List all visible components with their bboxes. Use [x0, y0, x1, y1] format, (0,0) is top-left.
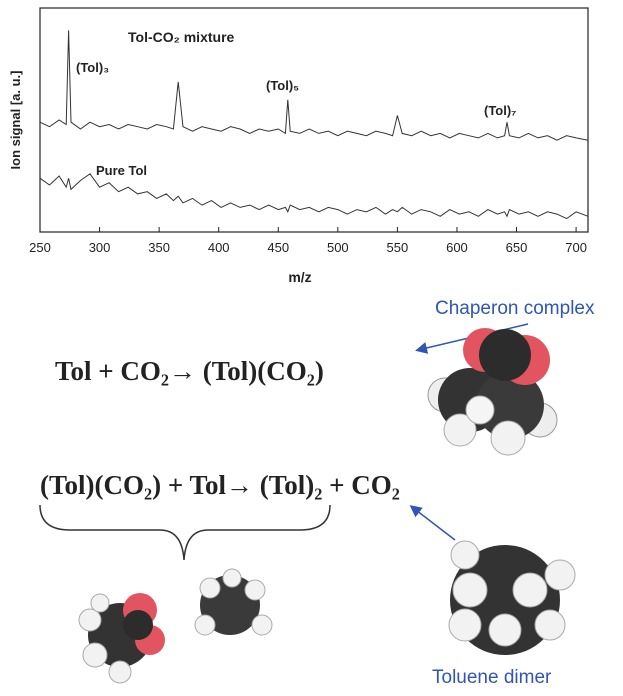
- x-tick-label: 500: [327, 240, 349, 255]
- annotation: (Tol)₅: [266, 78, 299, 93]
- series-line: [40, 174, 588, 219]
- x-tick-label: 600: [446, 240, 468, 255]
- equation: Tol + CO₂→ (Tol)(CO₂): [55, 356, 324, 386]
- x-tick-label: 450: [267, 240, 289, 255]
- x-tick-label: 400: [208, 240, 230, 255]
- label: Toluene dimer: [432, 667, 552, 688]
- brace: [40, 505, 330, 560]
- molecule-complex-small: [79, 593, 165, 683]
- annotation: (Tol)₃: [76, 60, 109, 75]
- x-tick-label: 350: [148, 240, 170, 255]
- x-axis-label: m/z: [288, 269, 311, 285]
- molecule-complex: [428, 328, 557, 455]
- x-tick-label: 700: [565, 240, 587, 255]
- molecule-dimer: [449, 541, 575, 655]
- annotation: (Tol)₇: [484, 103, 516, 118]
- x-tick-label: 650: [506, 240, 528, 255]
- annotation: Pure Tol: [96, 163, 147, 178]
- x-tick-label: 550: [387, 240, 409, 255]
- equation: (Tol)(CO₂) + Tol→ (Tol)₂ + CO₂: [40, 470, 400, 500]
- arrow: [412, 507, 455, 540]
- y-axis-label: Ion signal [a. u.]: [8, 71, 23, 170]
- page: {"chart_data": {"type": "line", "y_label…: [0, 0, 623, 696]
- x-tick-label: 300: [89, 240, 111, 255]
- plot-frame: [40, 8, 588, 232]
- annotation: Tol-CO₂ mixture: [128, 29, 235, 45]
- x-tick-label: 250: [29, 240, 51, 255]
- molecule-toluene: [195, 569, 272, 635]
- label: Chaperon complex: [435, 298, 595, 319]
- series-line: [40, 30, 588, 140]
- figure: Ion signal [a. u.] m/z Tol + CO₂→ (Tol)(…: [0, 0, 623, 691]
